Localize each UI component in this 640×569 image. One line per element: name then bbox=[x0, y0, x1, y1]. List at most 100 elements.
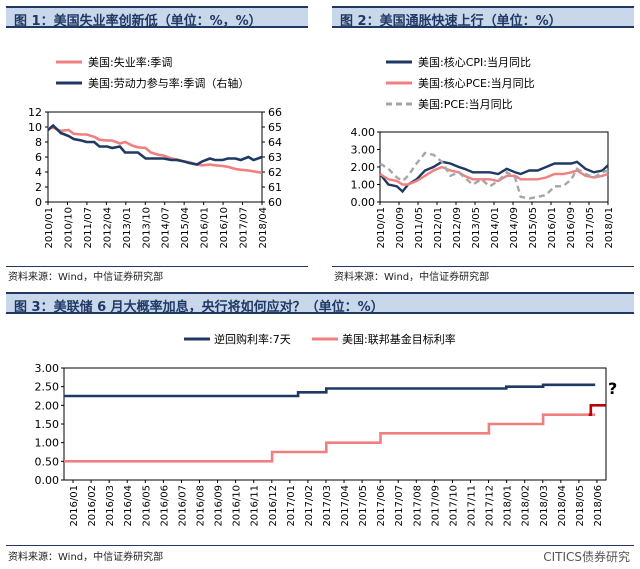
fig1-ytick-left-label: 10 bbox=[28, 121, 42, 134]
fig3-xtick-label: 2017/02 bbox=[304, 485, 315, 527]
fig1-ytick-right-label: 65 bbox=[268, 121, 282, 134]
fig1-ytick-right-label: 66 bbox=[268, 106, 282, 119]
fig1-ytick-left-label: 12 bbox=[28, 106, 42, 119]
fig1-xtick-label: 2010/10 bbox=[63, 207, 74, 249]
fig2-plot-frame bbox=[379, 131, 609, 203]
fig1-xtick-label: 2011/07 bbox=[83, 207, 94, 249]
fig3-xtick-label: 2016/12 bbox=[268, 485, 279, 527]
fig1-ytick-left-label: 2 bbox=[35, 181, 42, 194]
fig2-xtick-label: 2012/01 bbox=[433, 207, 444, 249]
fig3-xtick-label: 2017/08 bbox=[412, 485, 423, 527]
fig1-xtick-label: 2012/04 bbox=[102, 207, 113, 249]
fig3-source: 资料来源：Wind，中信证券研究部 bbox=[8, 552, 164, 563]
fig2-legend-label-1: 美国:核心PCE:当月同比 bbox=[418, 76, 535, 90]
fig1-header: 图 1：美国失业率创新低（单位：%，%） bbox=[6, 6, 308, 29]
fig1-ytick-left-label: 0 bbox=[35, 196, 42, 209]
fig3-xtick-label: 2016/10 bbox=[232, 485, 243, 527]
fig2-legend-label-0: 美国:核心CPI:当月同比 bbox=[418, 55, 531, 69]
fig3-xtick-label: 2016/09 bbox=[214, 485, 225, 527]
fig1-source: 资料来源：Wind，中信证券研究部 bbox=[8, 272, 164, 283]
fig3-chart: 逆回购利率:7天 美国:联邦基金目标利率 0.00 0.50 1.00 1.50 2.00 2… bbox=[35, 332, 618, 527]
fig3-ytick-label: 0.50 bbox=[35, 455, 60, 468]
fig1-xtick-label: 2015/04 bbox=[180, 207, 191, 249]
fig3-series-line-2 bbox=[588, 404, 606, 416]
fig1-ytick-right-label: 61 bbox=[268, 181, 282, 194]
fig3-xtick-label: 2017/06 bbox=[376, 485, 387, 527]
fig2-xtick-label: 2013/05 bbox=[471, 207, 482, 249]
fig2-xtick-label: 2016/09 bbox=[566, 207, 577, 249]
fig2-xtick-label: 2018/01 bbox=[604, 207, 615, 249]
fig2-xtick-label: 2012/09 bbox=[452, 207, 463, 249]
fig3-legend-label-0: 逆回购利率:7天 bbox=[214, 332, 291, 346]
fig3-xtick-label: 2016/03 bbox=[105, 485, 116, 527]
fig1-legend-label-1: 美国:劳动力参与率:季调（右轴） bbox=[88, 76, 249, 90]
fig2-xtick-label: 2015/05 bbox=[528, 207, 539, 249]
watermark: CITICS债券研究 bbox=[543, 550, 630, 564]
fig3-xtick-label: 2017/05 bbox=[358, 485, 369, 527]
fig3-series-line-0 bbox=[64, 383, 596, 398]
fig3-xtick-label: 2018/03 bbox=[539, 485, 550, 527]
fig3-xtick-label: 2017/09 bbox=[430, 485, 441, 527]
fig3-xtick-label: 2017/10 bbox=[448, 485, 459, 527]
fig3-xtick-label: 2017/04 bbox=[340, 485, 351, 527]
fig1-xtick-label: 2017/07 bbox=[239, 207, 250, 249]
fig3-xtick-label: 2017/03 bbox=[322, 485, 333, 527]
fig1-plot-frame bbox=[47, 111, 263, 203]
fig2-xtick-label: 2017/05 bbox=[585, 207, 596, 249]
fig2-xtick-label: 2010/01 bbox=[376, 207, 387, 249]
fig2-ytick-label: 0.00 bbox=[351, 196, 376, 209]
fig2-legend-label-2: 美国:PCE:当月同比 bbox=[418, 97, 513, 111]
fig1-ytick-right-label: 62 bbox=[268, 166, 282, 179]
fig2-ytick-label: 3.00 bbox=[351, 144, 376, 157]
fig1-series-line-0 bbox=[47, 126, 263, 175]
fig2-xtick-label: 2016/01 bbox=[547, 207, 558, 249]
fig3-ytick-label: 3.00 bbox=[35, 362, 60, 375]
fig2-ytick-label: 1.00 bbox=[351, 179, 376, 192]
fig3-xtick-label: 2016/11 bbox=[250, 485, 261, 527]
fig2-source-rule bbox=[332, 266, 634, 267]
fig3-xtick-label: 2016/08 bbox=[196, 485, 207, 527]
fig3-xtick-label: 2017/07 bbox=[394, 485, 405, 527]
fig3-ytick-label: 1.00 bbox=[35, 437, 60, 450]
fig3-xtick-label: 2016/02 bbox=[87, 485, 98, 527]
fig3-xtick-label: 2016/01 bbox=[69, 485, 80, 527]
fig1-series-line-1 bbox=[47, 123, 263, 166]
fig3-xtick-label: 2018/06 bbox=[593, 485, 604, 527]
fig1-xtick-label: 2018/04 bbox=[258, 207, 269, 249]
fig3-xtick-label: 2016/05 bbox=[141, 485, 152, 527]
fig1-ytick-right-label: 60 bbox=[268, 196, 282, 209]
fig3-ytick-label: 0.00 bbox=[35, 474, 60, 487]
fig3-xtick-label: 2018/04 bbox=[557, 485, 568, 527]
fig3-series-line-1 bbox=[64, 413, 596, 463]
fig3-xtick-label: 2017/11 bbox=[467, 485, 478, 527]
fig3-legend-label-1: 美国:联邦基金目标利率 bbox=[342, 332, 456, 346]
fig2-xtick-label: 2010/09 bbox=[395, 207, 406, 249]
fig1-title: 图 1：美国失业率创新低（单位：%，%） bbox=[14, 14, 262, 29]
fig2-series-line-0 bbox=[379, 160, 609, 194]
fig2-ytick-label: 4.00 bbox=[351, 126, 376, 139]
fig3-xtick-label: 2018/05 bbox=[575, 485, 586, 527]
fig1-ytick-left-label: 6 bbox=[35, 151, 42, 164]
fig1-xtick-label: 2013/10 bbox=[141, 207, 152, 249]
fig3-xtick-label: 2016/06 bbox=[159, 485, 170, 527]
fig3-ytick-label: 2.00 bbox=[35, 399, 60, 412]
fig1-source-rule bbox=[6, 266, 308, 267]
fig3-xtick-label: 2017/01 bbox=[286, 485, 297, 527]
fig3-ytick-label: 2.50 bbox=[35, 381, 60, 394]
fig1-xtick-label: 2014/07 bbox=[161, 207, 172, 249]
fig2-header: 图 2：美国通胀快速上行（单位：%） bbox=[332, 6, 634, 29]
fig2-xtick-label: 2014/09 bbox=[509, 207, 520, 249]
fig3-xtick-label: 2016/04 bbox=[123, 485, 134, 527]
fig2-series-line-1 bbox=[379, 165, 609, 186]
fig1-ytick-right-label: 63 bbox=[268, 151, 282, 164]
fig3-xtick-label: 2018/02 bbox=[521, 485, 532, 527]
fig1-ytick-right-label: 64 bbox=[268, 136, 282, 149]
fig3-xtick-label: 2016/07 bbox=[177, 485, 188, 527]
fig3-source-rule bbox=[6, 545, 634, 546]
fig1-legend-label-0: 美国:失业率:季调 bbox=[88, 55, 172, 69]
fig2-title: 图 2：美国通胀快速上行（单位：%） bbox=[340, 14, 562, 29]
fig3-header: 图 3：美联储 6 月大概率加息，央行将如何应对？（单位：%） bbox=[6, 292, 634, 315]
fig1-xtick-label: 2010/01 bbox=[44, 207, 55, 249]
